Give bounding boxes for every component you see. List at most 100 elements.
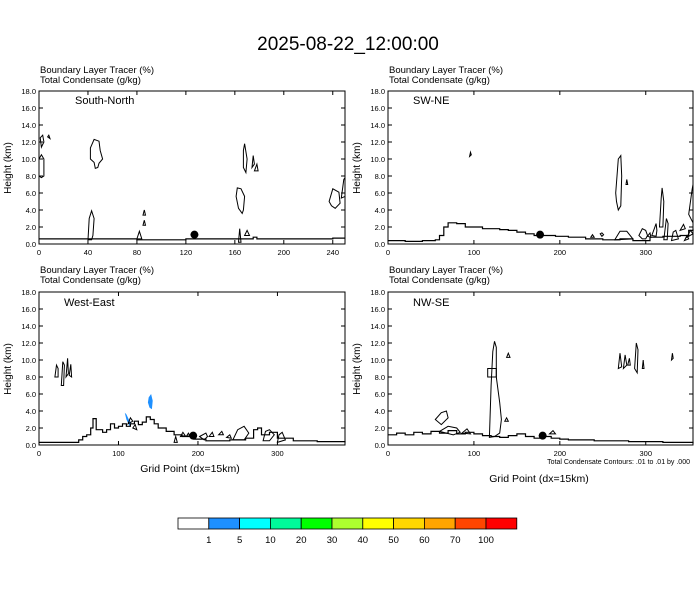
y-tick-label: 10.0: [21, 155, 36, 164]
panel-west-east: Boundary Layer Tracer (%) Total Condensa…: [3, 265, 346, 475]
colorbar-label: 60: [419, 535, 430, 546]
colorbar-swatch: [208, 517, 241, 530]
y-tick-label: 6.0: [375, 390, 385, 399]
x-tick-label: 300: [639, 248, 652, 257]
condensate-contour: [487, 368, 497, 378]
condensate-contour: [65, 358, 69, 379]
plot-area: 0.0 2.0 4.0 6.0 8.0 10.0 12.0 14.0 16.0 18.0 0 100 2…: [21, 288, 346, 458]
y-tick-label: 4.0: [26, 407, 36, 416]
panel-var-label-1: Boundary Layer Tracer (%): [389, 65, 503, 76]
colorbar-label: 1: [206, 535, 211, 546]
y-tick-label: 6.0: [375, 189, 385, 198]
condensate-contour: [670, 229, 680, 242]
y-tick-label: 6.0: [26, 390, 36, 399]
condensate-contour: [276, 431, 287, 444]
condensate-contour: [243, 229, 251, 236]
panel-var-label-1: Boundary Layer Tracer (%): [389, 265, 503, 276]
condensate-contour: [434, 410, 449, 426]
condensate-contour: [142, 220, 147, 226]
panel-sw-ne: Boundary Layer Tracer (%) Total Condensa…: [352, 65, 694, 257]
colorbar-label: 50: [388, 535, 399, 546]
condensate-contour: [617, 353, 623, 370]
y-tick-label: 12.0: [370, 138, 385, 147]
x-tick-label: 200: [192, 449, 205, 458]
colorbar-swatch: [300, 517, 333, 530]
condensate-contour: [685, 229, 694, 239]
x-tick-label: 300: [271, 449, 284, 458]
panel-label: SW-NE: [413, 95, 449, 107]
y-tick-label: 10.0: [370, 155, 385, 164]
colorbar-swatch: [269, 517, 302, 530]
location-marker: [536, 230, 545, 239]
condensate-contour: [468, 150, 472, 158]
y-tick-label: 16.0: [21, 305, 36, 314]
condensate-contour: [634, 342, 639, 375]
y-tick-label: 18.0: [370, 87, 385, 96]
y-tick-label: 10.0: [21, 356, 36, 365]
panel-label: South-North: [75, 95, 134, 107]
colorbar-swatch: [393, 517, 425, 530]
y-tick-label: 4.0: [375, 206, 385, 215]
y-tick-label: 8.0: [375, 373, 385, 382]
colorbar-label: 20: [296, 535, 307, 546]
x-axis-label: Grid Point (dx=15km): [140, 463, 240, 475]
condensate-contour: [503, 416, 510, 422]
plot-frame: [387, 291, 694, 446]
condensate-contour: [328, 188, 341, 209]
colorbar-label: 5: [237, 535, 242, 546]
condensate-contour: [646, 231, 652, 238]
condensate-contour: [235, 187, 246, 215]
x-tick-label: 0: [37, 449, 41, 458]
y-tick-label: 16.0: [21, 104, 36, 113]
condensate-contour: [208, 431, 215, 437]
panel-var-label-2: Total Condensate (g/kg): [40, 275, 141, 286]
condensate-contour: [638, 228, 649, 240]
condensate-contour: [225, 433, 233, 439]
colorbar-swatch: [239, 517, 271, 530]
condensate-contour: [46, 134, 51, 140]
condensate-contour: [251, 155, 255, 170]
boundary-layer-top-line: [388, 430, 694, 444]
x-tick-label: 100: [468, 449, 481, 458]
condensate-contour: [688, 184, 694, 224]
y-axis-label: Height (km): [3, 343, 14, 395]
condensate-contour: [622, 354, 628, 370]
condensate-contour: [68, 364, 73, 379]
condensate-contour: [438, 425, 462, 436]
colorbar: 1 5 10 20 30 40 50 60 70 100: [177, 517, 518, 546]
location-marker: [538, 431, 547, 440]
x-tick-label: 80: [133, 248, 141, 257]
condensate-contour: [60, 361, 65, 386]
y-tick-label: 0.0: [375, 240, 385, 249]
y-tick-label: 0.0: [375, 441, 385, 450]
figure-title: 2025-08-22_12:00:00: [257, 34, 439, 55]
colorbar-label: 100: [478, 535, 494, 546]
condensate-contour: [505, 351, 511, 358]
condensate-contour: [460, 428, 472, 435]
condensate-contour: [127, 416, 134, 425]
panel-label: West-East: [64, 297, 115, 309]
x-axis-label: Grid Point (dx=15km): [489, 473, 589, 485]
x-tick-label: 300: [639, 449, 652, 458]
x-tick-label: 100: [468, 248, 481, 257]
contour-annotation: Total Condensate Contours: .01 to .01 by…: [547, 459, 690, 466]
y-tick-label: 4.0: [26, 206, 36, 215]
colorbar-swatch: [454, 517, 487, 530]
condensate-contour: [39, 134, 45, 149]
y-tick-label: 2.0: [26, 424, 36, 433]
condensate-contour: [173, 434, 178, 443]
condensate-contour: [242, 143, 248, 175]
condensate-contour: [38, 153, 45, 179]
y-tick-label: 4.0: [375, 407, 385, 416]
y-tick-label: 10.0: [370, 356, 385, 365]
x-tick-label: 40: [84, 248, 92, 257]
panel-south-north: Boundary Layer Tracer (%) Total Condensa…: [3, 65, 346, 257]
x-tick-label: 0: [37, 248, 41, 257]
colorbar-label: 70: [450, 535, 461, 546]
x-tick-label: 0: [386, 449, 390, 458]
y-tick-label: 8.0: [26, 172, 36, 181]
colorbar-swatch: [485, 517, 518, 530]
y-tick-label: 12.0: [21, 138, 36, 147]
condensate-contour: [89, 138, 104, 169]
